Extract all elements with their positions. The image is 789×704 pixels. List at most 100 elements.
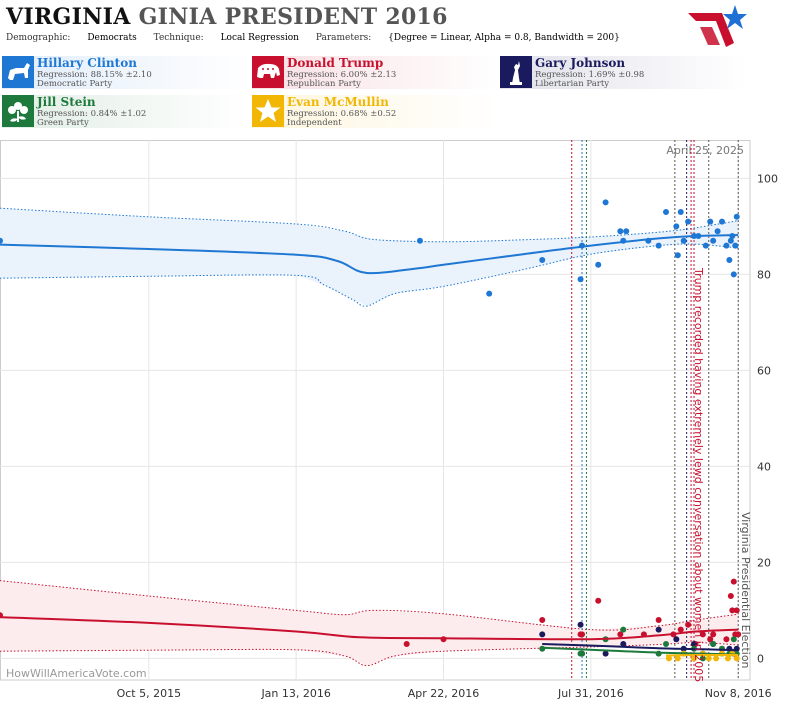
data-point bbox=[707, 636, 714, 643]
chart-header: VIRGINIA GINIA PRESIDENT 2016 Demographi… bbox=[6, 4, 746, 43]
data-point bbox=[674, 252, 681, 259]
data-point bbox=[707, 218, 714, 225]
candidate-name: Jill Stein bbox=[37, 95, 96, 109]
data-point bbox=[727, 237, 734, 244]
data-point bbox=[539, 257, 546, 263]
star-icon bbox=[252, 95, 284, 127]
regression-line bbox=[542, 643, 739, 652]
data-point bbox=[730, 636, 737, 643]
confidence-lower bbox=[0, 243, 739, 307]
x-tick-label: Jul 31, 2016 bbox=[557, 687, 624, 700]
data-point bbox=[732, 242, 739, 249]
data-point bbox=[623, 228, 630, 235]
data-point bbox=[723, 242, 730, 249]
data-point bbox=[577, 621, 584, 628]
candidate-regression: Regression: 6.00% ±2.13 bbox=[287, 70, 397, 80]
watermark: HowWillAmericaVote.com bbox=[6, 667, 147, 680]
candidate-regression: Regression: 88.15% ±2.10 bbox=[37, 70, 152, 80]
data-point bbox=[702, 242, 709, 249]
candidate-name: Evan McMullin bbox=[287, 95, 389, 109]
data-point bbox=[726, 257, 733, 263]
data-point bbox=[733, 655, 740, 662]
data-point bbox=[680, 237, 687, 244]
data-point bbox=[620, 641, 627, 647]
candidate-name: Gary Johnson bbox=[535, 56, 626, 70]
data-point bbox=[705, 655, 712, 662]
demographic-value: Democrats bbox=[87, 33, 137, 43]
data-point bbox=[655, 242, 662, 249]
candidate-name: Donald Trump bbox=[287, 56, 384, 70]
state-name: VIRGINIA bbox=[6, 4, 131, 30]
data-point bbox=[674, 655, 681, 662]
confidence-lower bbox=[0, 642, 739, 667]
regression-line bbox=[665, 654, 739, 657]
data-point bbox=[677, 626, 684, 633]
y-tick-label: 20 bbox=[757, 556, 771, 569]
donkey-icon bbox=[2, 56, 34, 88]
data-point bbox=[691, 655, 698, 662]
data-point bbox=[602, 650, 609, 657]
data-point bbox=[677, 209, 684, 215]
event-annotation: Virginia Presidential Election bbox=[739, 512, 752, 669]
data-point bbox=[579, 650, 586, 657]
candidate-party: Republican Party bbox=[287, 79, 361, 89]
data-point bbox=[733, 213, 740, 220]
data-point bbox=[416, 237, 423, 244]
data-point bbox=[579, 631, 586, 638]
data-point bbox=[595, 261, 602, 268]
flower-icon bbox=[2, 95, 34, 127]
regression-line bbox=[0, 234, 739, 275]
data-point bbox=[673, 636, 680, 643]
chart-title: VIRGINIA GINIA PRESIDENT 2016 bbox=[6, 4, 746, 30]
x-tick-label: Jan 13, 2016 bbox=[260, 687, 330, 700]
elephant-icon bbox=[252, 56, 284, 88]
data-point bbox=[730, 578, 737, 585]
data-point bbox=[620, 626, 627, 633]
data-point bbox=[539, 631, 546, 638]
y-tick-label: 40 bbox=[757, 460, 771, 473]
confidence-upper bbox=[0, 580, 739, 631]
data-point bbox=[595, 597, 602, 604]
date-label: April 25, 2025 bbox=[666, 144, 744, 157]
data-point bbox=[710, 631, 717, 638]
confidence-band bbox=[0, 208, 739, 307]
data-point bbox=[577, 276, 584, 283]
x-tick-label: Nov 8, 2016 bbox=[705, 687, 772, 700]
data-point bbox=[733, 607, 740, 614]
candidate-party: Green Party bbox=[37, 118, 89, 128]
data-point bbox=[663, 641, 670, 647]
data-point bbox=[602, 199, 609, 206]
data-point bbox=[403, 641, 410, 647]
data-point bbox=[617, 631, 624, 638]
y-tick-label: 80 bbox=[757, 268, 771, 281]
y-tick-label: 60 bbox=[757, 364, 771, 377]
data-point bbox=[710, 237, 717, 244]
candidate-regression: Regression: 0.68% ±0.52 bbox=[287, 109, 397, 119]
poll-chart: Trump recorded having extremely lewd con… bbox=[0, 140, 778, 700]
technique-value: Local Regression bbox=[220, 33, 299, 43]
data-point bbox=[724, 655, 731, 662]
data-point bbox=[735, 631, 742, 638]
data-point bbox=[730, 271, 737, 278]
regression-line bbox=[0, 616, 739, 641]
event-annotation: Trump recorded having extremely lewd con… bbox=[692, 267, 705, 682]
data-point bbox=[665, 655, 672, 662]
data-point bbox=[729, 607, 736, 614]
regression-line bbox=[542, 646, 739, 656]
candidate-card-jill-stein: Jill Stein Regression: 0.84% ±1.02 Green P… bbox=[2, 95, 250, 128]
data-point bbox=[617, 228, 624, 235]
race-name: GINIA PRESIDENT 2016 bbox=[138, 4, 448, 30]
data-point bbox=[539, 617, 546, 623]
parameters-value: {Degree = Linear, Alpha = 0.8, Bandwidth… bbox=[388, 33, 620, 43]
data-point bbox=[655, 626, 662, 633]
data-point bbox=[663, 209, 670, 215]
data-point bbox=[673, 223, 680, 230]
data-point bbox=[723, 636, 730, 643]
candidate-card-evan-mcmullin: Evan McMullin Regression: 0.68% ±0.52 Inde… bbox=[252, 95, 500, 128]
data-point bbox=[0, 237, 3, 244]
data-point bbox=[710, 641, 717, 647]
data-point bbox=[699, 631, 706, 638]
x-tick-label: Apr 22, 2016 bbox=[408, 687, 480, 700]
candidate-name: Hillary Clinton bbox=[37, 56, 137, 70]
candidate-party: Libertarian Party bbox=[535, 79, 610, 89]
